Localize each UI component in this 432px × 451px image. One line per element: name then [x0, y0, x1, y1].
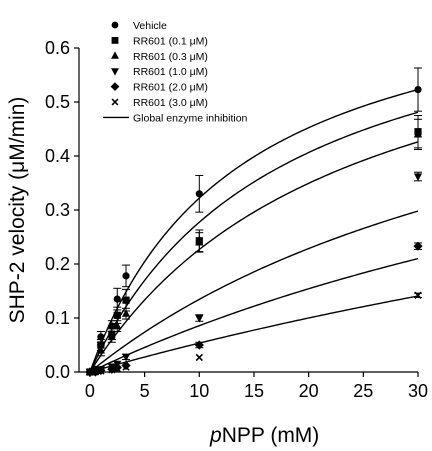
x-marker-stroke: [86, 368, 94, 376]
legend-marker-circle: [111, 21, 119, 29]
x-marker-stroke: [91, 368, 100, 376]
x-tick-label: 15: [244, 381, 264, 401]
data-point-triangle-up: [195, 237, 204, 246]
legend-marker-triangle-up: [111, 51, 119, 59]
x-tick-label: 0: [85, 381, 95, 401]
data-point-triangle-up: [96, 345, 105, 354]
legend-marker-diamond: [110, 82, 120, 91]
legend-label: RR601 (2.0 μM): [133, 82, 208, 94]
legend-marker-square: [111, 37, 119, 44]
data-point-circle: [122, 272, 130, 280]
x-tick-label: 20: [299, 381, 319, 401]
y-tick-label: 0.1: [45, 308, 70, 328]
x-marker-stroke: [108, 366, 116, 374]
x-axis-title: pNPP (mM): [210, 424, 319, 448]
x-axis-title-italic: p: [210, 424, 222, 447]
fit-curve: [89, 210, 419, 373]
data-point-square: [97, 341, 105, 349]
fit-curve: [89, 111, 419, 373]
x-tick-label: 30: [408, 381, 428, 401]
data-point-x: [86, 368, 94, 376]
y-tick-label: 0.4: [45, 146, 70, 166]
x-marker-stroke: [97, 367, 105, 375]
data-point-x: [97, 367, 105, 375]
data-point-triangle-up: [413, 129, 423, 138]
data-point-x: [91, 368, 100, 376]
data-point-circle: [108, 322, 116, 330]
x-tick-label: 10: [189, 381, 209, 401]
data-point-x: [108, 366, 116, 374]
data-point-x: [414, 291, 422, 299]
fit-curve: [89, 257, 419, 373]
data-point-square: [113, 311, 121, 319]
x-marker-stroke: [414, 291, 422, 299]
legend-label: Global enzyme inhibition: [133, 112, 248, 124]
y-tick-label: 0.3: [45, 200, 70, 220]
data-markers: [85, 85, 423, 377]
fit-curve: [89, 88, 419, 373]
fit-curves: [89, 88, 419, 373]
y-tick-label: 0.2: [45, 254, 70, 274]
data-point-circle: [97, 333, 105, 341]
data-point-circle: [113, 295, 121, 303]
y-axis-title: SHP-2 velocity (μM/min): [6, 96, 29, 324]
legend-marker-x: [111, 98, 119, 106]
data-point-triangle-up: [113, 321, 122, 330]
data-point-circle: [414, 85, 422, 94]
data-point-x: [113, 365, 121, 373]
x-marker-stroke: [122, 363, 130, 371]
y-tick-label: 0.5: [45, 92, 70, 112]
y-tick-label: 0.0: [45, 362, 70, 382]
legend-label: RR601 (3.0 μM): [133, 97, 208, 109]
data-point-x: [195, 353, 203, 362]
legend-label: RR601 (0.3 μM): [133, 51, 208, 63]
x-tick-label: 25: [353, 381, 373, 401]
x-tick-label: 5: [140, 381, 150, 401]
data-point-triangle-up: [107, 332, 116, 340]
data-point-square: [122, 296, 130, 304]
x-axis-title-rest: NPP (mM): [221, 424, 320, 447]
data-point-diamond: [194, 340, 204, 350]
legend-label: RR601 (1.0 μM): [133, 66, 208, 78]
x-marker-stroke: [113, 365, 121, 373]
data-point-triangle-up: [121, 309, 131, 317]
legend-label: Vehicle: [133, 20, 167, 32]
legend: Vehicle RR601 (0.1 μM) RR601 (0.3 μM) RR601…: [103, 20, 248, 124]
y-tick-label: 0.6: [45, 38, 70, 58]
data-point-triangle-down: [121, 353, 131, 362]
data-point-diamond: [121, 360, 131, 371]
data-point-triangle-down: [413, 173, 423, 182]
data-point-diamond: [413, 241, 423, 251]
fit-curve: [89, 141, 419, 373]
fit-curve: [89, 295, 419, 373]
x-marker-stroke: [195, 353, 203, 362]
axes: 0.0 0.1 0.2 0.3 0.4 0.5 0.6 0 5 10 15 20 25 30: [45, 38, 428, 401]
data-point-circle: [195, 190, 203, 198]
legend-label: RR601 (0.1 μM): [133, 35, 208, 47]
data-point-triangle-down: [195, 314, 204, 323]
x-marker-stroke: [111, 98, 119, 106]
data-point-x: [122, 363, 130, 371]
legend-marker-triangle-down: [111, 68, 119, 76]
